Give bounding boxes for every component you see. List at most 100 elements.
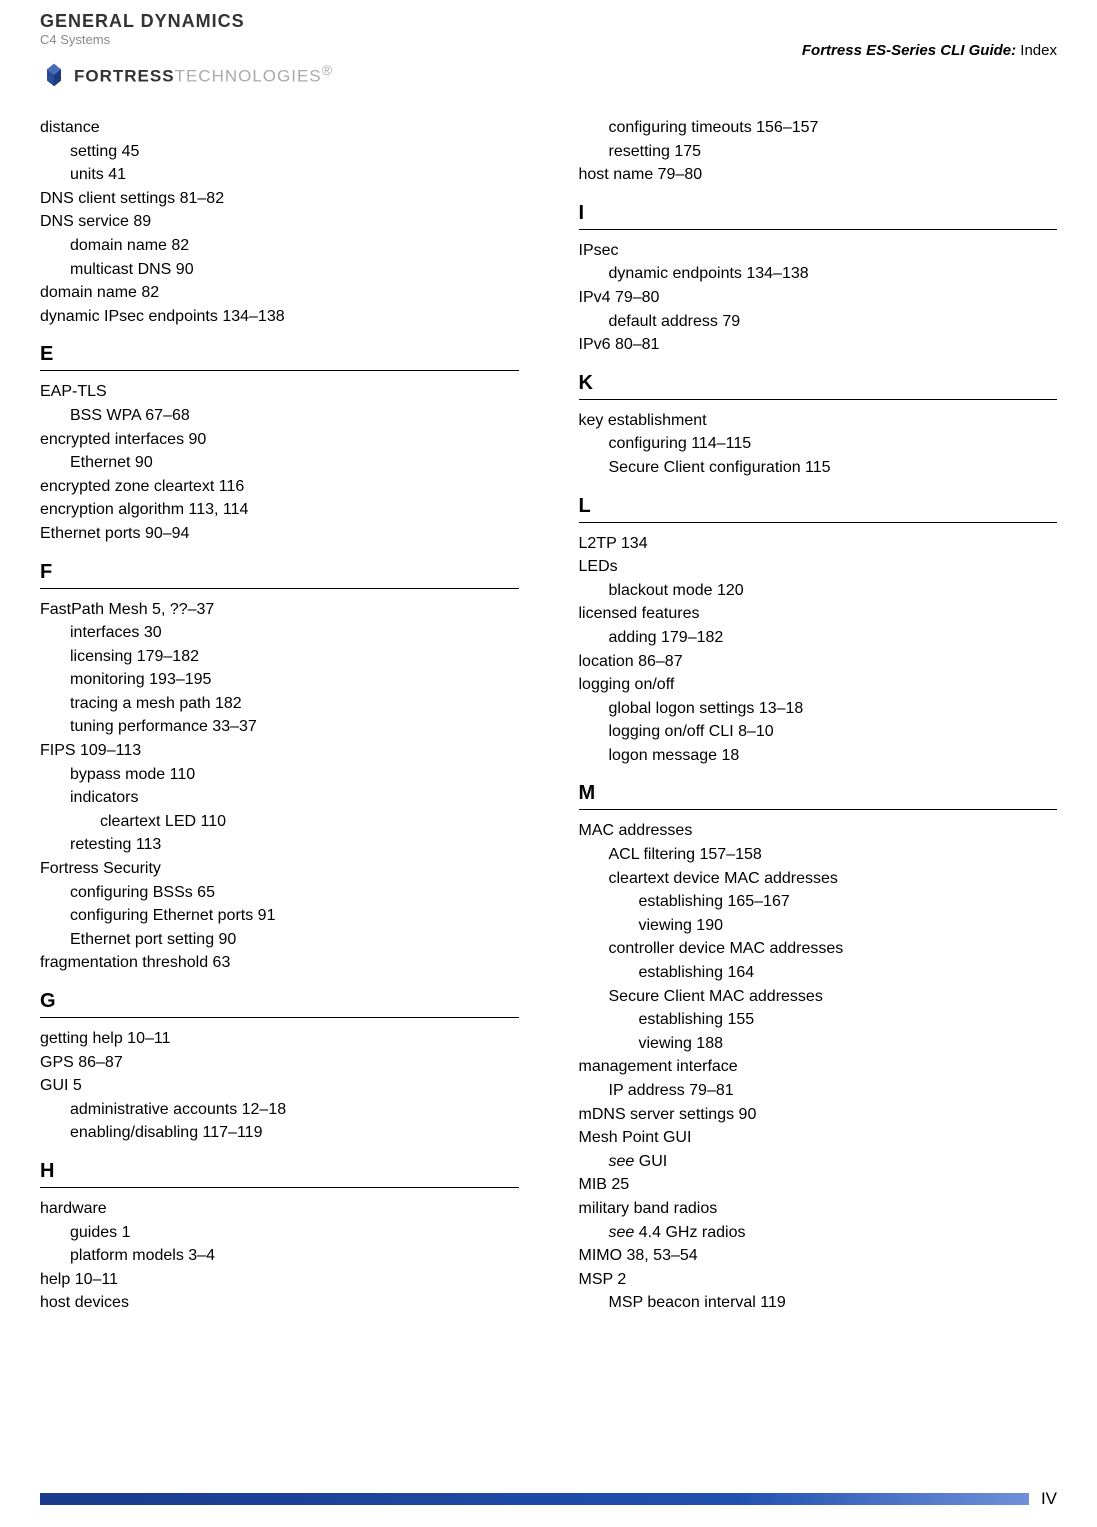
fortress-bold: FORTRESS bbox=[74, 67, 175, 86]
page-footer: IV bbox=[40, 1489, 1057, 1509]
gd-logo: GENERAL DYNAMICS C4 Systems bbox=[40, 12, 333, 47]
index-entry: logging on/off bbox=[579, 674, 1058, 696]
index-entry: logging on/off CLI 8–10 bbox=[579, 721, 1058, 743]
index-entry: help 10–11 bbox=[40, 1269, 519, 1291]
section-letter: I bbox=[579, 200, 1058, 230]
index-entry: military band radios bbox=[579, 1198, 1058, 1220]
index-entry: BSS WPA 67–68 bbox=[40, 405, 519, 427]
index-entry: setting 45 bbox=[40, 141, 519, 163]
index-entry: platform models 3–4 bbox=[40, 1245, 519, 1267]
index-entry: key establishment bbox=[579, 410, 1058, 432]
logos: GENERAL DYNAMICS C4 Systems FORTRESSTECH… bbox=[40, 12, 333, 89]
index-entry: configuring BSSs 65 bbox=[40, 882, 519, 904]
index-entry: MAC addresses bbox=[579, 820, 1058, 842]
index-entry: administrative accounts 12–18 bbox=[40, 1099, 519, 1121]
section-letter: H bbox=[40, 1158, 519, 1188]
fortress-tech: TECHNOLOGIES bbox=[175, 67, 322, 86]
index-entry: viewing 190 bbox=[579, 915, 1058, 937]
guide-title-plain: Index bbox=[1016, 42, 1057, 59]
see-prefix: see bbox=[609, 1153, 639, 1170]
gd-logo-line1: GENERAL DYNAMICS bbox=[40, 12, 333, 30]
index-entry: dynamic IPsec endpoints 134–138 bbox=[40, 306, 519, 328]
index-entry: domain name 82 bbox=[40, 282, 519, 304]
index-entry: enabling/disabling 117–119 bbox=[40, 1122, 519, 1144]
index-entry: Ethernet port setting 90 bbox=[40, 929, 519, 951]
index-entry: IP address 79–81 bbox=[579, 1080, 1058, 1102]
index-entry: configuring 114–115 bbox=[579, 433, 1058, 455]
index-entry: IPv4 79–80 bbox=[579, 287, 1058, 309]
see-target: GUI bbox=[639, 1153, 667, 1170]
index-entry: interfaces 30 bbox=[40, 622, 519, 644]
index-entry: MSP beacon interval 119 bbox=[579, 1292, 1058, 1314]
index-entry: logon message 18 bbox=[579, 745, 1058, 767]
gd-logo-line2: C4 Systems bbox=[40, 32, 333, 47]
index-entry: Secure Client MAC addresses bbox=[579, 986, 1058, 1008]
index-entry: Mesh Point GUI bbox=[579, 1127, 1058, 1149]
index-entry: IPsec bbox=[579, 240, 1058, 262]
section-letter: F bbox=[40, 559, 519, 589]
guide-title-italic: Fortress ES-Series CLI Guide: bbox=[802, 42, 1016, 59]
page-number: IV bbox=[1029, 1489, 1057, 1509]
index-entry: domain name 82 bbox=[40, 235, 519, 257]
fortress-reg: ® bbox=[322, 63, 333, 79]
index-entry: host devices bbox=[40, 1292, 519, 1314]
index-entry: indicators bbox=[40, 787, 519, 809]
see-prefix: see bbox=[609, 1224, 639, 1241]
index-entry: FIPS 109–113 bbox=[40, 740, 519, 762]
index-entry: management interface bbox=[579, 1056, 1058, 1078]
index-column-right: configuring timeouts 156–157resetting 17… bbox=[579, 117, 1058, 1316]
index-entry: units 41 bbox=[40, 164, 519, 186]
index-columns: distancesetting 45units 41DNS client set… bbox=[0, 97, 1097, 1316]
index-entry: Ethernet 90 bbox=[40, 452, 519, 474]
index-entry: configuring timeouts 156–157 bbox=[579, 117, 1058, 139]
fortress-text: FORTRESSTECHNOLOGIES® bbox=[74, 63, 333, 87]
footer-bar bbox=[40, 1493, 1029, 1505]
index-entry: encryption algorithm 113, 114 bbox=[40, 499, 519, 521]
index-entry: cleartext device MAC addresses bbox=[579, 868, 1058, 890]
index-entry: DNS client settings 81–82 bbox=[40, 188, 519, 210]
index-column-left: distancesetting 45units 41DNS client set… bbox=[40, 117, 519, 1316]
index-entry: tuning performance 33–37 bbox=[40, 716, 519, 738]
section-letter: E bbox=[40, 341, 519, 371]
index-entry: MSP 2 bbox=[579, 1269, 1058, 1291]
index-entry: encrypted interfaces 90 bbox=[40, 429, 519, 451]
index-entry: adding 179–182 bbox=[579, 627, 1058, 649]
index-entry: EAP-TLS bbox=[40, 381, 519, 403]
index-entry: getting help 10–11 bbox=[40, 1028, 519, 1050]
index-entry: Fortress Security bbox=[40, 858, 519, 880]
index-entry: GPS 86–87 bbox=[40, 1052, 519, 1074]
index-entry: viewing 188 bbox=[579, 1033, 1058, 1055]
index-entry: Secure Client configuration 115 bbox=[579, 457, 1058, 479]
index-entry: blackout mode 120 bbox=[579, 580, 1058, 602]
index-entry: resetting 175 bbox=[579, 141, 1058, 163]
index-entry: L2TP 134 bbox=[579, 533, 1058, 555]
index-entry: hardware bbox=[40, 1198, 519, 1220]
index-entry: GUI 5 bbox=[40, 1075, 519, 1097]
index-entry: IPv6 80–81 bbox=[579, 334, 1058, 356]
index-entry: establishing 164 bbox=[579, 962, 1058, 984]
index-entry: guides 1 bbox=[40, 1222, 519, 1244]
index-entry: see GUI bbox=[579, 1151, 1058, 1173]
fortress-icon bbox=[40, 61, 68, 89]
index-entry: licensed features bbox=[579, 603, 1058, 625]
index-entry: fragmentation threshold 63 bbox=[40, 952, 519, 974]
index-entry: MIB 25 bbox=[579, 1174, 1058, 1196]
section-letter: L bbox=[579, 493, 1058, 523]
section-letter: M bbox=[579, 780, 1058, 810]
section-letter: K bbox=[579, 370, 1058, 400]
index-entry: configuring Ethernet ports 91 bbox=[40, 905, 519, 927]
index-entry: global logon settings 13–18 bbox=[579, 698, 1058, 720]
index-entry: establishing 155 bbox=[579, 1009, 1058, 1031]
index-entry: retesting 113 bbox=[40, 834, 519, 856]
index-entry: ACL filtering 157–158 bbox=[579, 844, 1058, 866]
index-entry: distance bbox=[40, 117, 519, 139]
index-entry: default address 79 bbox=[579, 311, 1058, 333]
index-entry: multicast DNS 90 bbox=[40, 259, 519, 281]
index-entry: location 86–87 bbox=[579, 651, 1058, 673]
index-entry: see 4.4 GHz radios bbox=[579, 1222, 1058, 1244]
index-entry: tracing a mesh path 182 bbox=[40, 693, 519, 715]
index-entry: establishing 165–167 bbox=[579, 891, 1058, 913]
index-entry: LEDs bbox=[579, 556, 1058, 578]
index-entry: cleartext LED 110 bbox=[40, 811, 519, 833]
see-target: 4.4 GHz radios bbox=[639, 1224, 746, 1241]
